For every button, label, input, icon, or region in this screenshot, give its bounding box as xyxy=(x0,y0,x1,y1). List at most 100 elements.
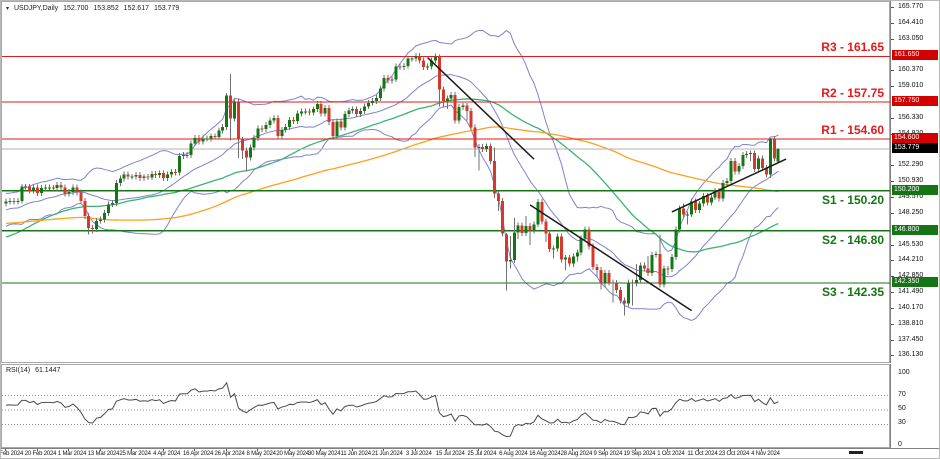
date-tick-mark xyxy=(446,449,448,451)
rsi-axis-tick: 0 xyxy=(898,441,902,448)
date-tick: 3 Jul 2024 xyxy=(405,451,432,457)
price-axis-tick: 136.130 xyxy=(898,351,924,358)
price-chart-svg[interactable] xyxy=(2,2,890,363)
rsi-axis-tick: 30 xyxy=(898,419,906,427)
price-axis-tick: 160.370 xyxy=(898,66,924,74)
symbol-label: USDJPY,Daily xyxy=(13,5,59,12)
rsi-panel[interactable]: RSI(14) 61.1447 xyxy=(1,364,890,448)
price-axis[interactable]: 165.770 164.410 163.050 160.370 159.010 156.3… xyxy=(890,1,939,363)
price-axis-tick: 145.530 xyxy=(898,240,924,248)
bollinger-upper-band xyxy=(5,29,779,253)
price-axis-tick: 156.330 xyxy=(898,113,924,121)
date-tick: 20 Feb 2024 xyxy=(24,451,57,457)
bollinger-middle-band xyxy=(5,74,779,278)
price-tick-mark xyxy=(891,244,894,246)
date-tick: 9 Sep 2024 xyxy=(593,451,623,457)
date-tick: 16 Apr 2024 xyxy=(183,451,214,457)
date-tick-mark xyxy=(351,449,353,451)
date-tick: 16 Aug 2024 xyxy=(529,451,561,457)
ohlc-close: 153.779 xyxy=(153,5,180,12)
price-tick-mark xyxy=(891,276,894,278)
date-tick-mark xyxy=(225,449,227,451)
date-tick-mark xyxy=(194,449,196,451)
date-tick: 1 Mar 2024 xyxy=(57,451,87,457)
date-tick: 6 Aug 2024 xyxy=(499,451,528,457)
date-tick: 13 Mar 2024 xyxy=(87,451,120,457)
ohlc-high: 153.852 xyxy=(93,5,119,12)
date-tick-mark xyxy=(414,449,416,451)
ohlc-open: 152.700 xyxy=(63,5,89,12)
price-badge-s2: 146.800 xyxy=(892,224,938,235)
rsi-axis-tick: 100 xyxy=(898,369,910,376)
price-axis-tick: 144.210 xyxy=(898,256,924,264)
price-axis-tick: 137.450 xyxy=(898,335,924,343)
price-tick-mark xyxy=(891,355,894,356)
date-tick-mark xyxy=(635,449,637,451)
price-axis-tick: 148.250 xyxy=(898,208,924,216)
level-label-s3: S3 - 142.35 xyxy=(821,284,884,299)
date-tick-mark xyxy=(288,449,290,451)
trendline-3[interactable] xyxy=(671,158,787,213)
price-tick-mark xyxy=(891,70,894,72)
date-tick-mark xyxy=(36,449,38,451)
date-tick: 15 Jul 2024 xyxy=(435,451,465,457)
price-tick-mark xyxy=(891,292,894,294)
date-tick: 25 Mar 2024 xyxy=(119,451,151,457)
price-axis-tick: 141.490 xyxy=(898,288,924,296)
price-axis-tick: 163.050 xyxy=(898,34,924,42)
date-tick-mark xyxy=(540,449,542,451)
scrollbar-thumb[interactable] xyxy=(849,451,863,454)
trendline-1[interactable] xyxy=(427,57,535,160)
price-axis-tick: 152.290 xyxy=(898,161,924,169)
level-label-r1: R1 - 154.60 xyxy=(821,123,884,138)
price-axis-tick: 159.010 xyxy=(898,82,924,90)
price-tick-mark xyxy=(891,117,894,119)
date-tick: 21 Jun 2024 xyxy=(371,451,403,457)
date-tick: 30 May 2024 xyxy=(307,451,341,457)
price-axis-tick: 138.810 xyxy=(898,319,924,327)
rsi-chart-svg xyxy=(2,381,889,438)
price-axis-tick: 142.850 xyxy=(898,272,924,280)
price-tick-mark xyxy=(891,165,894,167)
level-label-s1: S1 - 150.20 xyxy=(821,192,884,207)
date-tick: 8 May 2024 xyxy=(246,451,276,457)
level-label-r3: R3 - 161.65 xyxy=(821,40,884,55)
date-tick: 25 Jul 2024 xyxy=(467,451,497,457)
bollinger-lower-band xyxy=(5,104,779,322)
current-price-badge: 153.779 xyxy=(892,142,938,153)
price-tick-mark xyxy=(891,197,894,199)
date-tick-mark xyxy=(99,449,101,451)
price-tick-mark xyxy=(891,307,894,309)
date-tick-mark xyxy=(477,449,479,451)
symbol-dropdown-icon: ▾ xyxy=(6,6,10,12)
price-tick-mark xyxy=(891,86,894,88)
rsi-value: 61.1447 xyxy=(35,367,61,374)
trendline-2[interactable] xyxy=(529,204,692,312)
main-chart-panel[interactable]: ▾ USDJPY,Daily 152.700 153.852 152.617 1… xyxy=(1,1,890,363)
panel-separator xyxy=(1,363,939,364)
date-tick-mark xyxy=(320,449,322,451)
date-tick-mark xyxy=(603,449,605,451)
ohlc-low: 152.617 xyxy=(123,5,149,12)
price-badge-s1: 150.200 xyxy=(892,184,938,195)
date-tick: 4 Nov 2024 xyxy=(751,451,780,457)
rsi-axis-tick: 50 xyxy=(898,405,906,412)
rsi-axis[interactable]: 100 70 50 30 0 xyxy=(890,364,939,448)
date-tick: 26 Apr 2024 xyxy=(214,451,245,457)
date-tick: 11 Jun 2024 xyxy=(340,451,372,457)
rsi-indicator-label: RSI(14) 61.1447 xyxy=(6,367,63,374)
price-axis-tick: 165.770 xyxy=(898,3,924,10)
price-tick-mark xyxy=(891,323,894,325)
price-tick-mark xyxy=(891,212,894,214)
date-tick-mark xyxy=(509,449,511,451)
price-tick-mark xyxy=(891,22,894,24)
price-tick-mark xyxy=(891,38,894,40)
date-tick: 11 Oct 2024 xyxy=(687,451,718,457)
price-tick-mark xyxy=(891,181,894,183)
price-badge-s3: 142.350 xyxy=(892,276,938,287)
ma-fast-line xyxy=(5,98,779,253)
date-tick-mark xyxy=(698,449,700,451)
price-tick-mark xyxy=(891,7,894,8)
price-badge-r2: 157.750 xyxy=(892,96,938,107)
